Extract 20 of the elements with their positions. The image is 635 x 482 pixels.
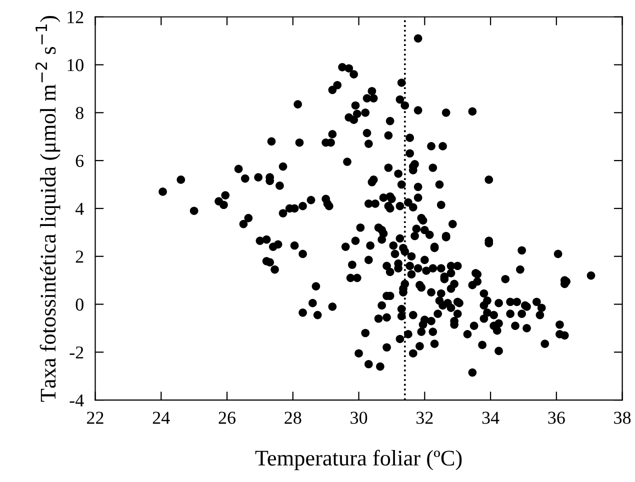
x-tick-label: 26 [218,412,236,424]
y-tick-label: 4 [75,202,84,215]
y-axis-title: Taxa fotossintética liquida (μmol m$^{−2}$ s$^{−1}$) [35,16,60,402]
y-tick-label: 6 [76,154,84,168]
x-axis-title: Temperatura foliar (ºC) [255,450,462,470]
y-tick-label: 10 [68,59,84,72]
y-tick-label: -2 [70,346,84,358]
y-tick-label: 2 [76,250,84,263]
y-tick-label: 0 [76,298,84,311]
x-tick-label: 36 [548,412,565,424]
y-tick-label: -4 [70,394,84,406]
y-tick-label: 8 [76,106,84,120]
x-tick-label: 28 [284,412,302,424]
y-tick-label: 12 [68,11,84,24]
x-tick-label: 30 [350,412,368,424]
x-tick-label: 22 [87,412,104,424]
x-tick-label: 34 [482,412,500,424]
x-tick-label: 24 [152,412,170,424]
x-tick-label: 32 [416,412,433,424]
x-tick-label: 38 [614,412,631,424]
